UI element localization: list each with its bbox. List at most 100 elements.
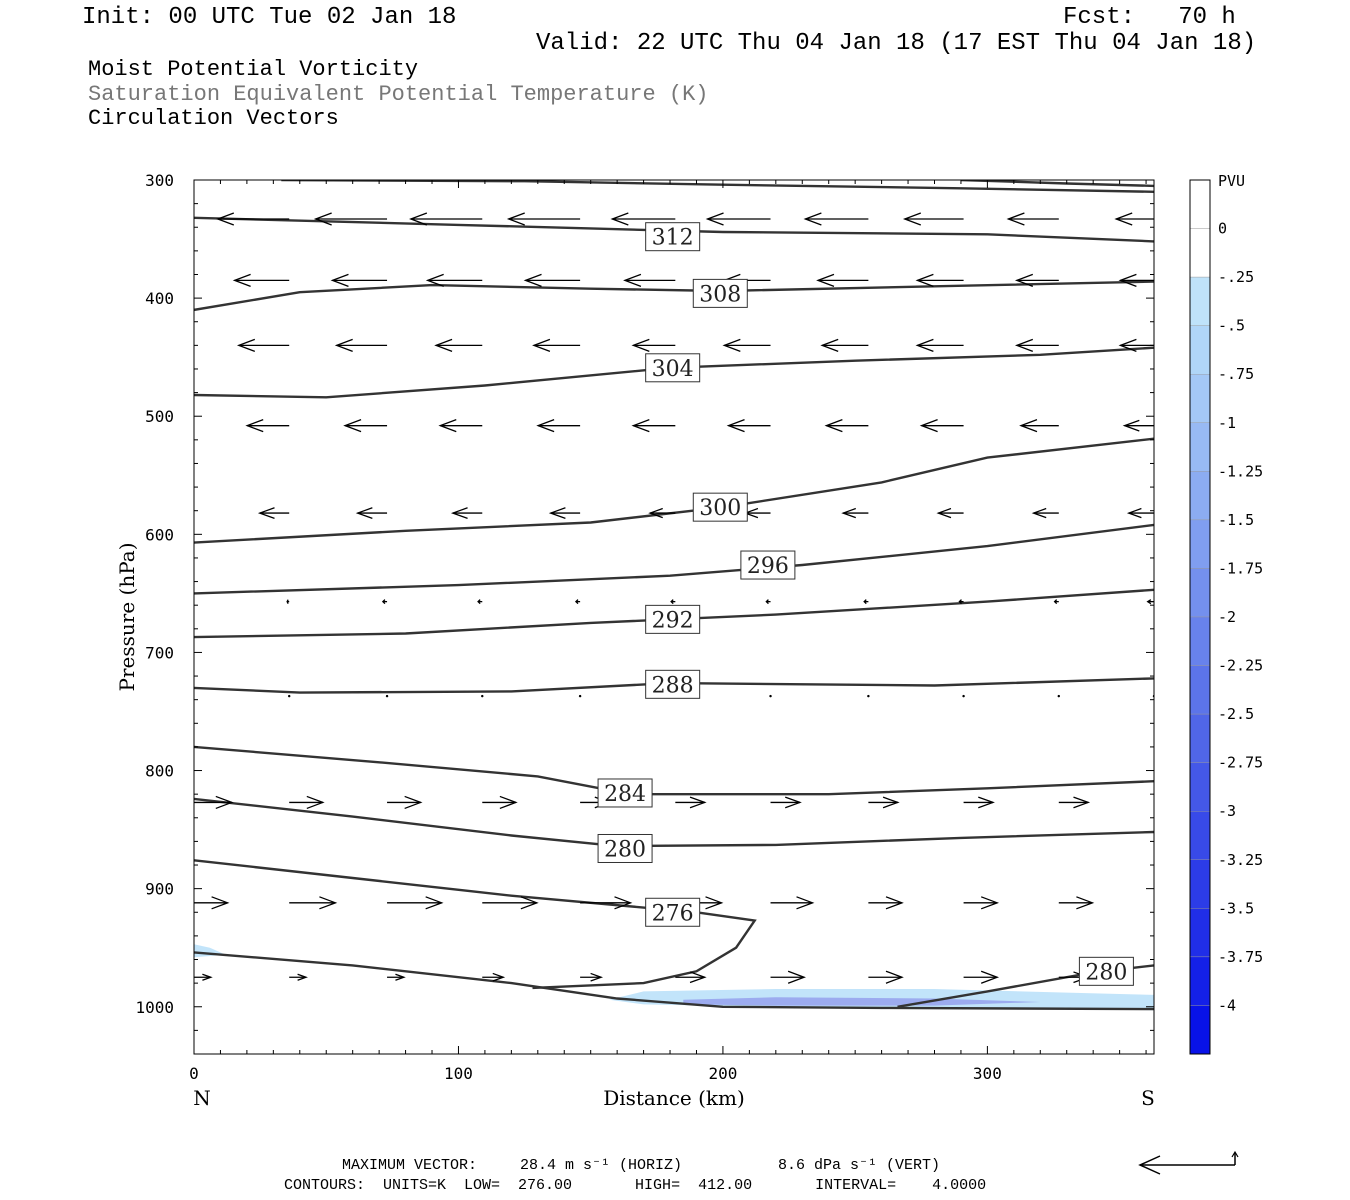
x-tick-label: 200 [708, 1064, 737, 1083]
circulation-vector [1031, 507, 1059, 519]
circulation-vector [574, 599, 581, 605]
x-tick-label: 300 [973, 1064, 1002, 1083]
svg-text:304: 304 [652, 357, 694, 382]
colorbar-label: -2 [1218, 608, 1236, 626]
circulation-vector [1126, 507, 1154, 519]
colorbar-label: -2.25 [1218, 657, 1263, 675]
init-time: Init: 00 UTC Tue 02 Jan 18 [82, 4, 457, 31]
circulation-vector [770, 970, 806, 984]
field-moist-pv: Moist Potential Vorticity [88, 57, 419, 82]
circulation-vector [765, 599, 771, 605]
circulation-vector [1118, 273, 1154, 288]
circulation-vector [631, 338, 676, 352]
contour-label: 284 [597, 778, 653, 808]
circulation-vector [334, 338, 388, 352]
circulation-vector [506, 212, 581, 226]
colorbar-swatch [1189, 956, 1211, 1006]
max-vector-vert: 8.6 dPa s⁻¹ (VERT) [778, 1157, 941, 1174]
colorbar: PVU 0 -.25 -.5 -.75 -1 -1.25 -1.5 -1.75 -2 -2.25 -2… [1189, 172, 1263, 1055]
y-tick-label: 600 [145, 525, 174, 544]
circulation-vector [670, 599, 676, 605]
circulation-vector [623, 273, 676, 288]
colorbar-label: -1.25 [1218, 462, 1263, 480]
y-tick-label: 400 [145, 289, 174, 308]
circulation-vector [1154, 897, 1188, 909]
circulation-vector [381, 599, 388, 605]
circulation-vector [482, 972, 506, 982]
colorbar-swatch [1189, 568, 1211, 618]
circulation-vector [915, 338, 964, 352]
circulation-vector [286, 599, 290, 604]
circulation-vector [289, 896, 338, 910]
circulation-vector [803, 212, 869, 226]
circulation-vector [548, 507, 581, 519]
vector-dot [578, 694, 582, 698]
colorbar-swatch [1189, 325, 1211, 375]
svg-text:312: 312 [652, 226, 694, 251]
vector-dot [962, 694, 965, 698]
circulation-vector [1058, 796, 1091, 809]
circulation-vector [1154, 972, 1183, 983]
svg-text:292: 292 [652, 608, 694, 633]
svg-text:276: 276 [652, 901, 694, 926]
svg-text:280: 280 [604, 837, 646, 862]
circulation-vector [868, 796, 900, 809]
circulation-vector [610, 212, 676, 226]
circulation-vector [648, 507, 676, 519]
circulation-vector [963, 796, 995, 809]
vector-dot [1057, 694, 1060, 698]
circulation-vector [936, 507, 964, 519]
svg-text:284: 284 [604, 782, 646, 807]
circulation-vector [236, 338, 290, 352]
forecast-hour: Fcst: 70 h [1063, 4, 1236, 31]
circulation-vector [482, 795, 518, 810]
contour-label: 292 [645, 604, 701, 634]
contour-label: 312 [645, 222, 701, 252]
circulation-vector [477, 599, 483, 605]
svg-text:300: 300 [699, 496, 741, 521]
colorbar-label: -.5 [1218, 317, 1245, 335]
circulation-vector [675, 971, 707, 984]
field-circulation-vectors: Circulation Vectors [88, 106, 339, 131]
contour-label-layer: 312 308 304 300 296 292 288 284 280 276 280 [597, 222, 1134, 986]
circulation-vector [409, 212, 483, 226]
circulation-vector [1053, 599, 1059, 605]
colorbar-swatch [1189, 374, 1211, 423]
contour-label: 296 [740, 550, 796, 580]
y-tick-label: 900 [145, 880, 174, 899]
circulation-vector [705, 212, 771, 226]
circulation-vector [915, 273, 964, 288]
theta-contour-276 [194, 859, 757, 990]
y-axis-label: Pressure (hPa) [115, 543, 139, 692]
theta-contour-296 [194, 523, 1154, 595]
colorbar-swatch [1189, 762, 1211, 812]
x-axis-label: Distance (km) [603, 1086, 745, 1110]
colorbar-title: PVU [1218, 172, 1245, 190]
theta-contour [194, 216, 1154, 243]
circulation-vector [722, 338, 771, 352]
circulation-vector [675, 796, 707, 809]
colorbar-label: -.25 [1218, 268, 1254, 286]
contour-label: 288 [645, 669, 701, 699]
circulation-vector [438, 419, 483, 433]
valid-time: Valid: 22 UTC Thu 04 Jan 18 (17 EST Thu … [536, 30, 1257, 57]
circulation-vector [631, 419, 676, 433]
circulation-vector [868, 970, 904, 984]
circulation-vector [1058, 896, 1095, 910]
circulation-vector [194, 973, 213, 981]
max-vector-prefix: MAXIMUM VECTOR: [342, 1157, 478, 1174]
colorbar-swatch [1189, 519, 1211, 569]
circulation-vector [434, 338, 483, 352]
colorbar-label: -.75 [1218, 365, 1254, 383]
theta-contour [960, 180, 1154, 188]
colorbar-swatch [1189, 1005, 1211, 1055]
circulation-vector [963, 970, 1000, 984]
colorbar-label: -3.75 [1218, 948, 1263, 966]
colorbar-swatch [1189, 276, 1211, 326]
colorbar-label: -3 [1218, 802, 1236, 820]
circulation-vector [387, 795, 423, 810]
circulation-vector [820, 338, 869, 352]
x-tick-label: 0 [189, 1064, 199, 1083]
circulation-vector [343, 419, 388, 433]
x-tick-label: 100 [444, 1064, 473, 1083]
